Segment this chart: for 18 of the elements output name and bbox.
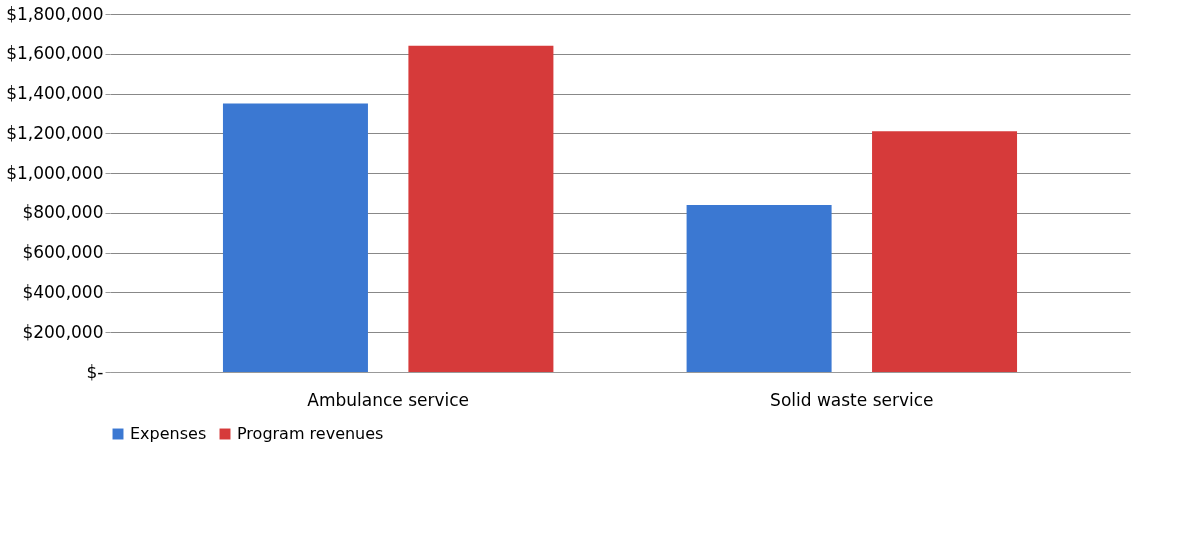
y-tick-label: $-: [86, 361, 104, 382]
y-tick-label: $1,400,000: [6, 83, 104, 104]
y-tick-label: $1,200,000: [6, 122, 104, 143]
y-tick-label: $1,000,000: [6, 162, 104, 183]
legend-label: Expenses: [130, 424, 207, 443]
bar: [872, 131, 1018, 372]
legend-label: Program revenues: [237, 424, 384, 443]
bar: [686, 204, 832, 372]
y-tick-label: $800,000: [22, 202, 104, 223]
bar: [222, 103, 368, 372]
y-tick-label: $1,600,000: [6, 43, 104, 64]
y-tick-label: $200,000: [22, 321, 104, 342]
bar: [408, 45, 554, 372]
y-tick-label: $600,000: [22, 242, 104, 263]
x-tick-label: Solid waste service: [770, 389, 934, 410]
y-tick-label: $400,000: [22, 281, 104, 302]
y-tick-label: $1,800,000: [6, 3, 104, 24]
x-tick-label: Ambulance service: [307, 389, 470, 410]
